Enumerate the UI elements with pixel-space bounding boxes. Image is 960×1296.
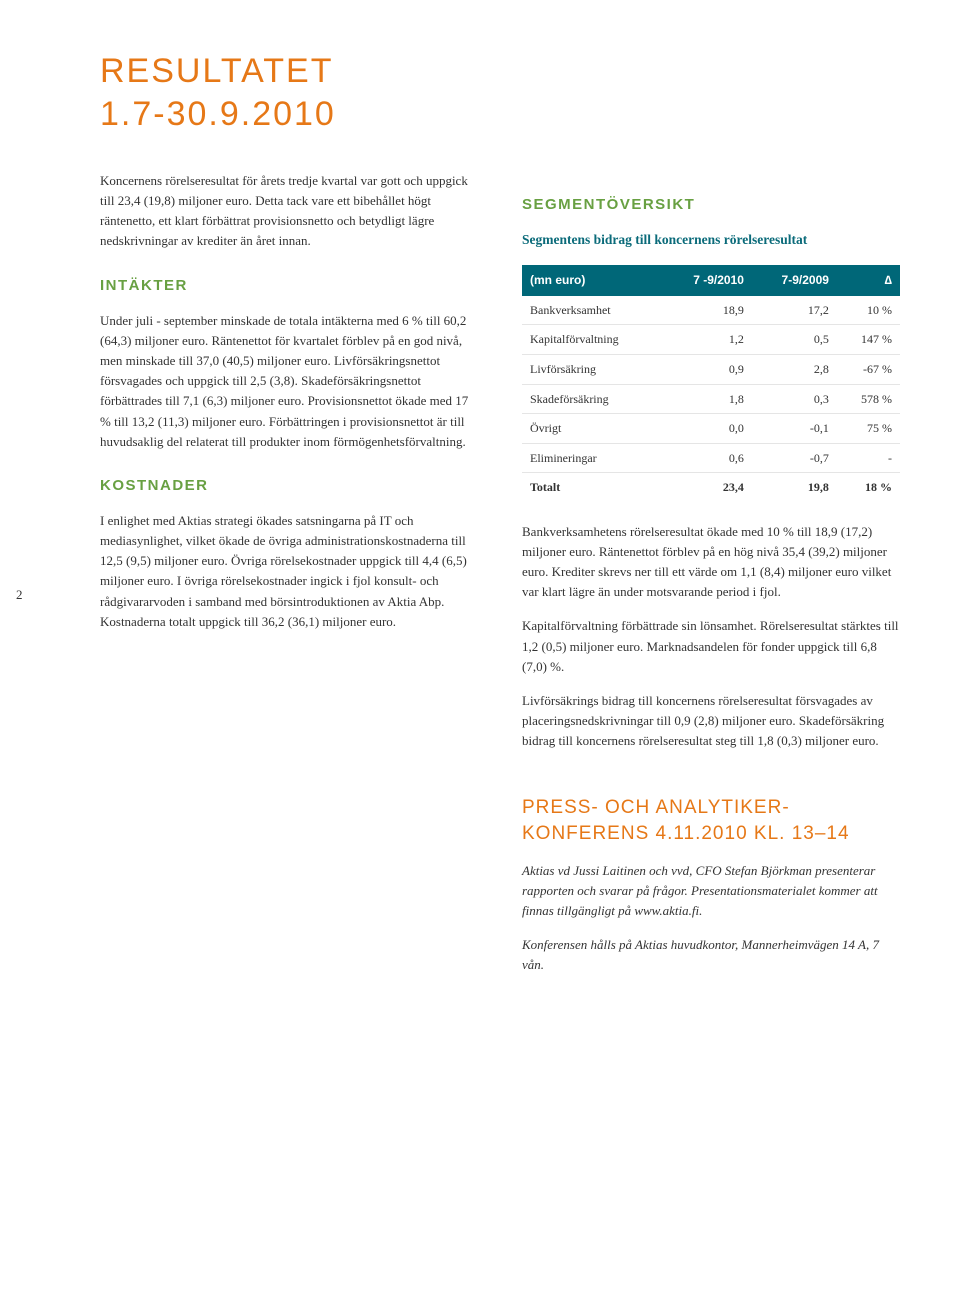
intro-paragraph: Koncernens rörelseresultat för årets tre… [100,171,478,252]
cell: Elimineringar [522,443,662,473]
table-row: Elimineringar 0,6 -0,7 - [522,443,900,473]
main-title: RESULTATET 1.7-30.9.2010 [100,50,900,135]
cell: 23,4 [662,473,752,502]
press-section: PRESS- OCH ANALYTIKER-KONFERENS 4.11.201… [522,795,900,975]
segment-heading: SEGMENTÖVERSIKT [522,193,900,216]
table-row: Övrigt 0,0 -0,1 75 % [522,414,900,444]
press-body-2: Konferensen hålls på Aktias huvudkontor,… [522,935,900,975]
cell: Skadeförsäkring [522,384,662,414]
page-number: 2 [16,585,23,605]
cell: 17,2 [752,296,837,325]
cell: 0,0 [662,414,752,444]
segment-body-1: Bankverksamhetens rörelseresultat ökade … [522,522,900,603]
table-row: Bankverksamhet 18,9 17,2 10 % [522,296,900,325]
cell: 0,9 [662,354,752,384]
cell: Totalt [522,473,662,502]
cell: 147 % [837,325,900,355]
intakter-body: Under juli - september minskade de total… [100,311,478,452]
cell: 0,3 [752,384,837,414]
cell: 0,6 [662,443,752,473]
left-column: Koncernens rörelseresultat för årets tre… [100,171,478,989]
cell: 18 % [837,473,900,502]
kostnader-heading: KOSTNADER [100,474,478,497]
cell: 19,8 [752,473,837,502]
right-column: SEGMENTÖVERSIKT Segmentens bidrag till k… [522,171,900,989]
title-line-1: RESULTATET [100,52,333,90]
table-row: Kapitalförvaltning 1,2 0,5 147 % [522,325,900,355]
col-delta: ∆ [837,265,900,296]
segment-table: (mn euro) 7 -9/2010 7-9/2009 ∆ Bankverks… [522,265,900,502]
cell: 0,5 [752,325,837,355]
table-row: Livförsäkring 0,9 2,8 -67 % [522,354,900,384]
segment-subheading: Segmentens bidrag till koncernens rörels… [522,230,900,251]
cell: 1,8 [662,384,752,414]
cell: - [837,443,900,473]
cell: 578 % [837,384,900,414]
segment-body-3: Livförsäkrings bidrag till koncernens rö… [522,691,900,751]
two-column-layout: Koncernens rörelseresultat för årets tre… [100,171,900,989]
kostnader-body: I enlighet med Aktias strategi ökades sa… [100,511,478,632]
cell: -0,7 [752,443,837,473]
press-body-1: Aktias vd Jussi Laitinen och vvd, CFO St… [522,861,900,921]
cell: Bankverksamhet [522,296,662,325]
cell: 2,8 [752,354,837,384]
intakter-heading: INTÄKTER [100,274,478,297]
cell: Kapitalförvaltning [522,325,662,355]
cell: Livförsäkring [522,354,662,384]
col-name: (mn euro) [522,265,662,296]
table-total-row: Totalt 23,4 19,8 18 % [522,473,900,502]
title-line-2: 1.7-30.9.2010 [100,95,336,133]
cell: 18,9 [662,296,752,325]
col-2009: 7-9/2009 [752,265,837,296]
press-heading: PRESS- OCH ANALYTIKER-KONFERENS 4.11.201… [522,795,900,846]
cell: 75 % [837,414,900,444]
table-row: Skadeförsäkring 1,8 0,3 578 % [522,384,900,414]
cell: 10 % [837,296,900,325]
table-header-row: (mn euro) 7 -9/2010 7-9/2009 ∆ [522,265,900,296]
cell: -0,1 [752,414,837,444]
col-2010: 7 -9/2010 [662,265,752,296]
page-content: RESULTATET 1.7-30.9.2010 Koncernens röre… [100,50,900,989]
table-body: Bankverksamhet 18,9 17,2 10 % Kapitalför… [522,296,900,502]
cell: 1,2 [662,325,752,355]
cell: -67 % [837,354,900,384]
segment-body-2: Kapitalförvaltning förbättrade sin lönsa… [522,616,900,676]
cell: Övrigt [522,414,662,444]
